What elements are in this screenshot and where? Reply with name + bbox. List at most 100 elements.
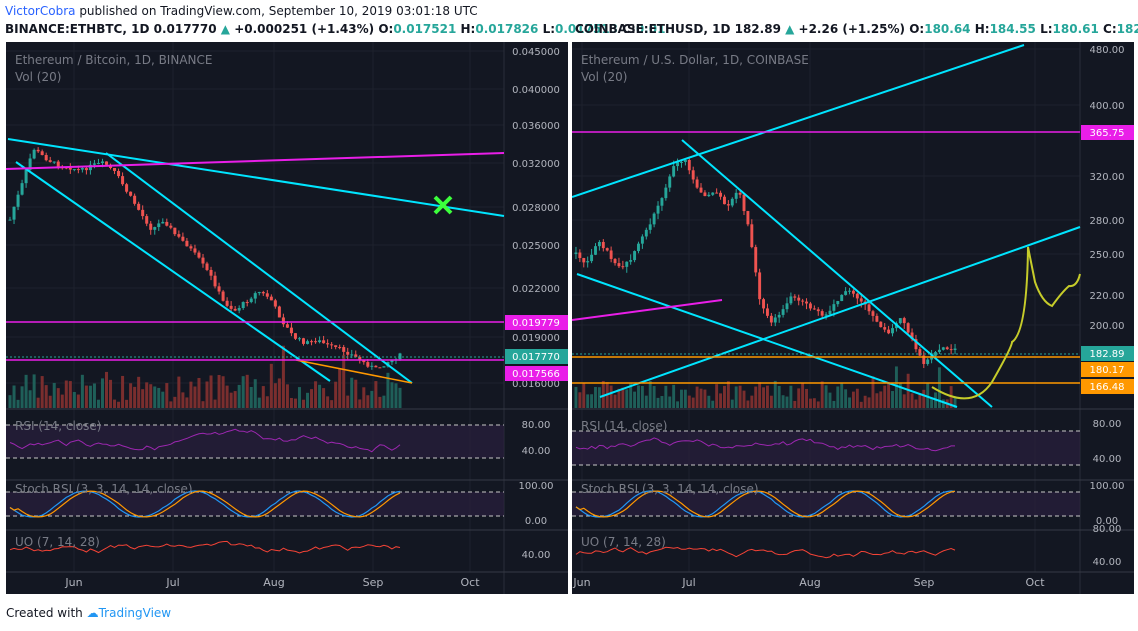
candle-body (832, 304, 836, 311)
footer: Created with ☁TradingView (6, 606, 171, 620)
candle-body (229, 305, 233, 309)
candle-body (656, 205, 660, 214)
candle-body (750, 224, 754, 248)
candle-body (277, 306, 281, 318)
volume-bar (153, 386, 157, 408)
volume-bar (754, 386, 758, 408)
volume-bar (597, 387, 601, 408)
candle-body (879, 321, 883, 328)
volume-bar (80, 374, 84, 408)
candle-body (816, 309, 820, 312)
volume-bar (60, 394, 64, 408)
candle-body (836, 301, 840, 305)
volume-bar (354, 379, 358, 408)
ethbtc-chart[interactable]: 0.045000 0.040000 0.036000 0.032000 0.028000… (6, 42, 568, 594)
candle-body (734, 192, 738, 199)
grid (6, 42, 504, 572)
volume-bar (867, 397, 871, 408)
created-with-text: Created with (6, 606, 83, 620)
volume-bar (633, 391, 637, 408)
volume-bar (894, 366, 898, 408)
volume-bar (711, 400, 715, 408)
y-tick-label: 280.00 (1090, 216, 1125, 227)
candle-body (88, 164, 92, 171)
time-axis[interactable]: Jun Jul Aug Sep Oct (572, 576, 1045, 589)
candle-body (197, 252, 201, 258)
y-tick-label: 0.045000 (512, 47, 560, 58)
volume-bar (277, 378, 281, 408)
volume-bar (789, 385, 793, 408)
volume-bar (326, 396, 330, 408)
right-low: 180.61 (1052, 22, 1099, 36)
volume-bar (374, 381, 378, 408)
volume-bar (625, 389, 629, 408)
candle-body (221, 291, 225, 301)
volume-bar (883, 385, 887, 408)
candle-body (703, 192, 707, 197)
candle-body (621, 266, 625, 268)
volume-bar (72, 391, 76, 408)
candle-body (358, 356, 362, 361)
candle-body (261, 292, 265, 294)
volume-bar (382, 395, 386, 408)
stoch-label: Stoch RSI (3, 3, 14, 14, close) (581, 482, 759, 496)
volume-bar (687, 395, 691, 408)
volume-bar (257, 397, 261, 408)
volume-bar (157, 387, 161, 408)
volume-bar (141, 389, 145, 408)
candle-body (859, 298, 863, 302)
volume-bar (586, 394, 590, 408)
channel-middle-line (599, 226, 1081, 398)
author-link[interactable]: VictorCobra (5, 4, 76, 18)
resistance-trendline (7, 138, 505, 217)
volume-bar (941, 399, 945, 408)
candle-body (773, 317, 777, 323)
y-tick-label: 0.022000 (512, 284, 560, 295)
published-text: published on TradingView.com, September … (79, 4, 478, 18)
svg-text:0.00: 0.00 (1096, 516, 1118, 527)
volume-bar (233, 391, 237, 408)
volume-bar (613, 394, 617, 408)
price-tag-180.17: 180.17 (1081, 362, 1134, 377)
time-axis[interactable]: Jun Jul Aug Sep Oct (64, 576, 480, 589)
y-tick-label: 0.028000 (512, 203, 560, 214)
candle-body (297, 338, 301, 340)
candle-body (844, 291, 848, 295)
volume-bar (366, 395, 370, 408)
volume-bar (621, 387, 625, 408)
candle-body (113, 167, 117, 171)
candle-body (672, 166, 676, 177)
candle-body (640, 236, 644, 244)
volume-bar (84, 385, 88, 408)
volume-bar (394, 383, 398, 408)
volume-bar (879, 391, 883, 408)
volume-bar (28, 390, 32, 408)
volume-bar (334, 381, 338, 408)
volume-bar (851, 391, 855, 408)
candle-body (918, 349, 922, 356)
ethusd-chart[interactable]: 480.00 400.00 320.00 280.00 250.00 220.00 200.… (572, 42, 1134, 594)
candle-body (676, 162, 680, 167)
svg-text:80.00: 80.00 (1093, 524, 1122, 535)
x-tick-label: Jul (165, 576, 179, 589)
svg-text:100.00: 100.00 (519, 481, 554, 492)
candle-body (660, 198, 664, 206)
candle-body (374, 365, 378, 368)
volume-bar (629, 383, 633, 408)
candle-body (96, 163, 100, 165)
candle-body (828, 310, 832, 315)
rsi-line (575, 437, 955, 452)
volume-bar (338, 368, 342, 408)
candle-body (193, 248, 197, 253)
price-axis[interactable] (1080, 42, 1134, 594)
x-tick-label: Oct (1025, 576, 1045, 589)
price-tag-0.019779: 0.019779 (505, 315, 568, 330)
tradingview-link[interactable]: TradingView (98, 606, 172, 620)
channel-upper-line (105, 152, 413, 384)
candle-body (354, 354, 358, 357)
volume-bar (637, 385, 640, 408)
volume-bar (695, 386, 699, 408)
candle-body (601, 241, 605, 249)
volume-bar (117, 401, 121, 408)
volume-bar (746, 400, 750, 408)
